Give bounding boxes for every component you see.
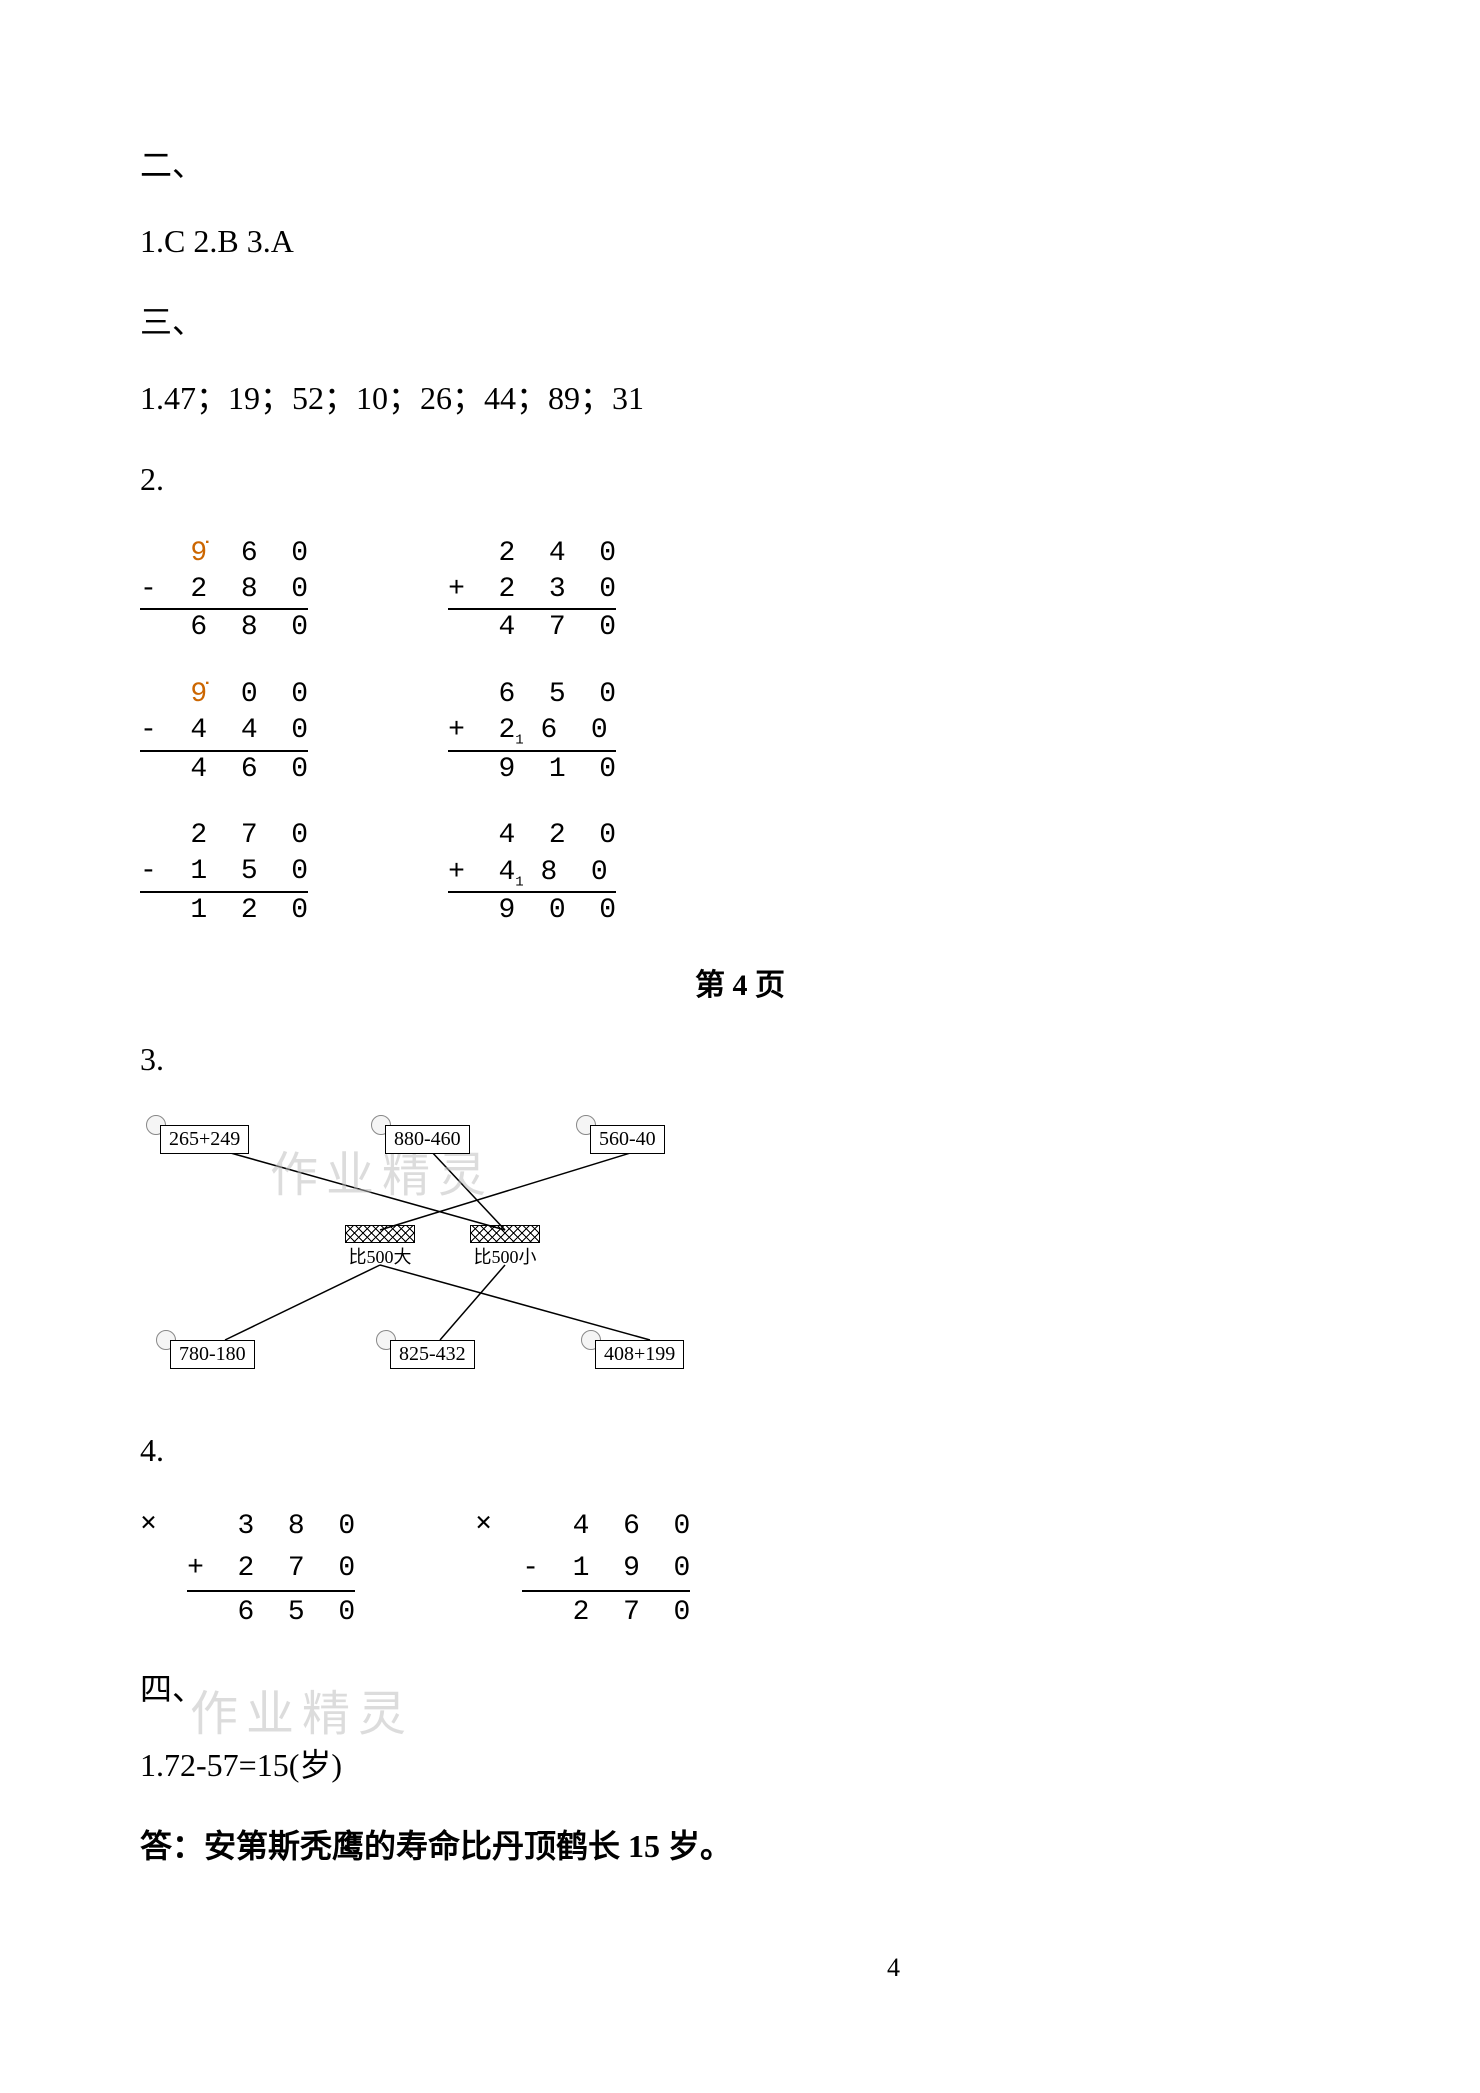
expr-box-top-3: 560-40 xyxy=(590,1125,665,1154)
matching-diagram: 作业精灵 265+249 880-460 560-40 比500大 比500小 … xyxy=(140,1115,760,1395)
section-4-marker: 四、 xyxy=(140,1664,1340,1710)
goal-net-icon xyxy=(470,1225,540,1243)
section-3-q3-marker: 3. xyxy=(140,1034,1340,1085)
calc-left-3: 2 7 0 - 1 5 0 1 2 0 xyxy=(140,818,308,929)
calc-left-col: 9̇ 6 0 - 2 8 0 6 8 0 9̇ 0 0 - 4 4 0 4 6 … xyxy=(140,536,308,930)
q4-calc-1: × 3 8 0 + 2 7 0 6 5 0 xyxy=(140,1506,355,1634)
expr-box-top-1: 265+249 xyxy=(160,1125,249,1154)
calc-left-1: 9̇ 6 0 - 2 8 0 6 8 0 xyxy=(140,536,308,647)
x-mark-icon: × xyxy=(140,1506,157,1540)
goal-net-icon xyxy=(345,1225,415,1243)
calc-right-2: 6 5 0 + 21 6 0 9 1 0 xyxy=(448,677,616,789)
section-4-area: 作业精灵 四、 1.72-57=15(岁) 答：安第斯秃鹰的寿命比丹顶鹤长 15… xyxy=(140,1664,1340,1872)
calc-right-col: 2 4 0 + 2 3 0 4 7 0 6 5 0 + 21 6 0 9 1 0… xyxy=(448,536,616,930)
calc-right-1: 2 4 0 + 2 3 0 4 7 0 xyxy=(448,536,616,647)
page-number: 4 xyxy=(140,1953,1340,1983)
x-mark-icon: × xyxy=(475,1506,492,1540)
section-3-q1: 1.47；19；52；10；26；44；89；31 xyxy=(140,373,1340,424)
goal-1: 比500大 xyxy=(345,1225,415,1263)
section-2-answers: 1.C 2.B 3.A xyxy=(140,216,1340,267)
section-2-marker: 二、 xyxy=(140,140,1340,186)
calc-grid: 9̇ 6 0 - 2 8 0 6 8 0 9̇ 0 0 - 4 4 0 4 6 … xyxy=(140,536,1340,930)
expr-box-bot-1: 780-180 xyxy=(170,1340,255,1369)
calc-left-2: 9̇ 0 0 - 4 4 0 4 6 0 xyxy=(140,677,308,788)
goal-2: 比500小 xyxy=(470,1225,540,1263)
page-4-header: 第 4 页 xyxy=(140,960,1340,1004)
goal-1-label: 比500大 xyxy=(345,1243,415,1269)
section-3-q4-marker: 4. xyxy=(140,1425,1340,1476)
q4-calc-2: × 4 6 0 - 1 9 0 2 7 0 xyxy=(475,1506,690,1634)
section-3-q2-marker: 2. xyxy=(140,454,1340,505)
expr-box-top-2: 880-460 xyxy=(385,1125,470,1154)
expr-box-bot-2: 825-432 xyxy=(390,1340,475,1369)
goal-2-label: 比500小 xyxy=(470,1243,540,1269)
q4-calc-row: × 3 8 0 + 2 7 0 6 5 0 × 4 6 0 - 1 9 0 2 … xyxy=(140,1506,1340,1634)
calc-right-3: 4 2 0 + 41 8 0 9 0 0 xyxy=(448,818,616,930)
section-4-line1: 1.72-57=15(岁) xyxy=(140,1740,1340,1791)
section-3-marker: 三、 xyxy=(140,297,1340,343)
section-4-answer: 答：安第斯秃鹰的寿命比丹顶鹤长 15 岁。 xyxy=(140,1821,1340,1872)
expr-box-bot-3: 408+199 xyxy=(595,1340,684,1369)
